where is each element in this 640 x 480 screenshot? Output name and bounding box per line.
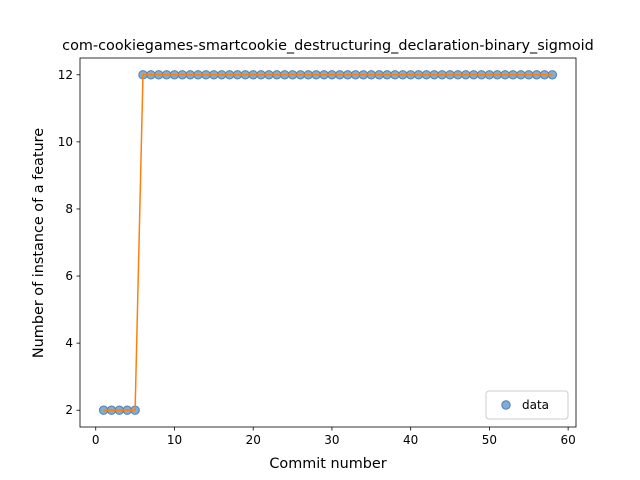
series-line <box>104 75 553 410</box>
plot-area: 0 10 20 30 40 50 60 2 4 6 8 10 12 data <box>58 58 576 447</box>
chart-title: com-cookiegames-smartcookie_destructurin… <box>62 38 594 54</box>
y-tick-label-1: 4 <box>65 336 73 350</box>
y-tick-label-3: 8 <box>65 202 73 216</box>
x-tick-label-5: 50 <box>482 433 497 447</box>
legend-marker <box>502 401 510 409</box>
y-tick-label-2: 6 <box>65 269 73 283</box>
axes-frame <box>80 58 576 427</box>
x-tick-label-6: 60 <box>560 433 575 447</box>
y-tick-label-0: 2 <box>65 403 73 417</box>
x-tick-label-1: 10 <box>167 433 182 447</box>
y-axis-label: Number of instance of a feature <box>31 128 47 358</box>
y-tick-label-4: 10 <box>58 135 73 149</box>
x-tick-label-3: 30 <box>324 433 339 447</box>
y-tick-label-5: 12 <box>58 68 73 82</box>
x-tick-label-4: 40 <box>403 433 418 447</box>
legend-label: data <box>522 398 549 412</box>
x-tick-label-0: 0 <box>92 433 100 447</box>
x-tick-label-2: 20 <box>246 433 261 447</box>
x-axis-label: Commit number <box>269 456 386 472</box>
